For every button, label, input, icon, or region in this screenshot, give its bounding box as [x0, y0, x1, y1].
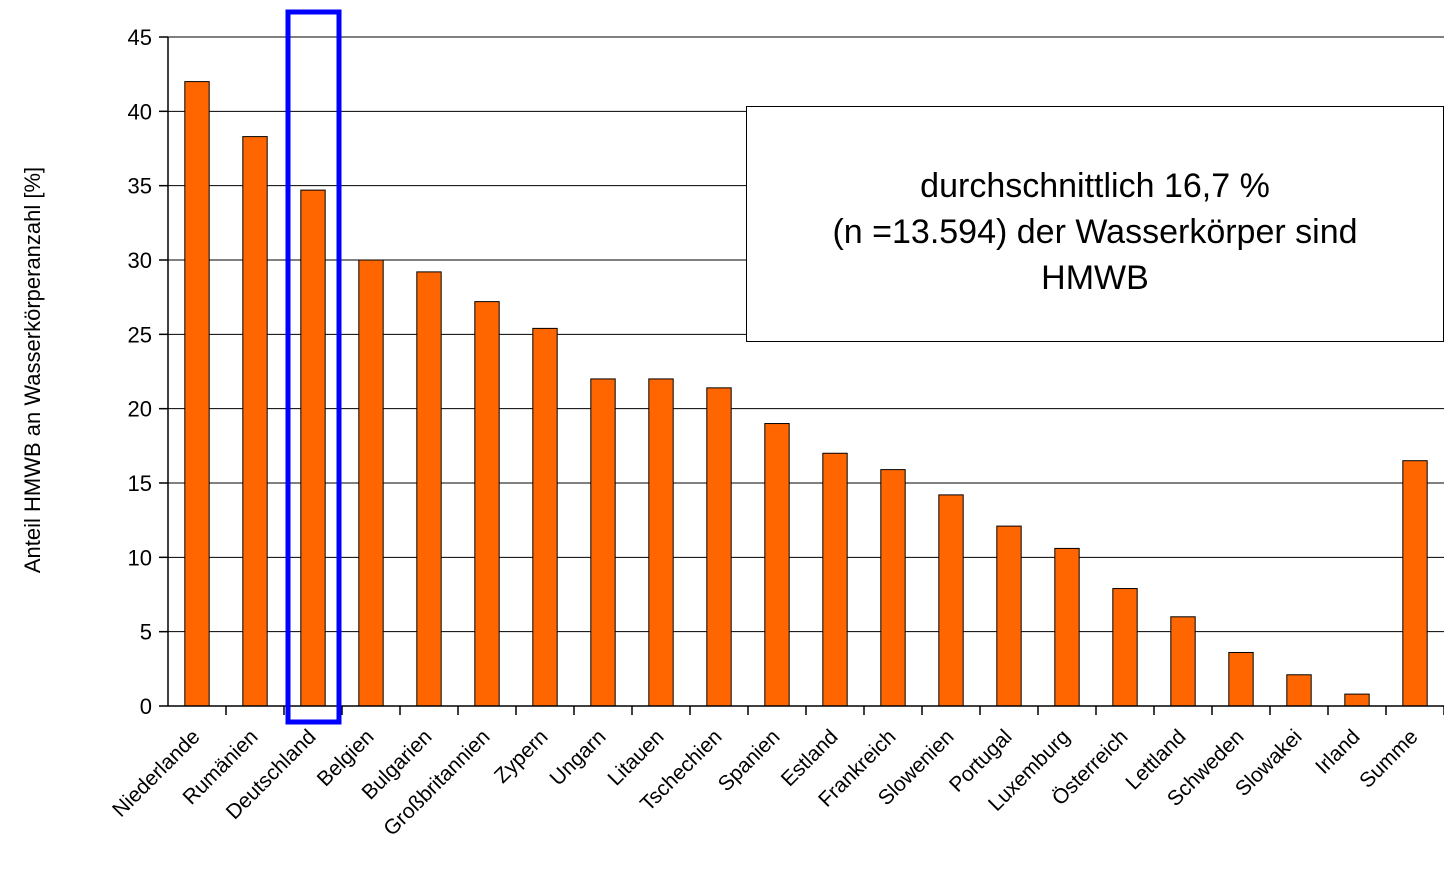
bar — [1286, 674, 1312, 707]
bar — [996, 525, 1022, 707]
x-tick-label: Spanien — [714, 725, 785, 796]
bars — [184, 81, 1428, 707]
bar — [648, 378, 674, 707]
bar — [1402, 460, 1428, 707]
annotation-line-2: (n =13.594) der Wasserkörper sind — [832, 213, 1358, 251]
y-tick-label: 0 — [140, 694, 152, 719]
highlight-group — [285, 9, 342, 725]
bar — [1344, 693, 1370, 707]
x-tick-label: Summe — [1355, 725, 1422, 792]
axes — [159, 36, 1444, 715]
bar — [300, 189, 326, 707]
x-tick-labels: NiederlandeRumänienDeutschlandBelgienBul… — [108, 725, 1422, 840]
bar — [590, 378, 616, 707]
bar — [474, 301, 500, 707]
bar — [358, 259, 384, 707]
y-tick-label: 45 — [128, 25, 152, 50]
y-tick-label: 25 — [128, 322, 152, 347]
annotation-line-3: HMWB — [1041, 259, 1149, 297]
y-axis-label: Anteil HMWB an Wasserkörperanzahl [%] — [20, 167, 45, 573]
highlight-box — [285, 9, 342, 725]
bar — [242, 136, 268, 707]
bar — [706, 387, 732, 707]
y-tick-labels: 0 5 10 15 20 25 30 35 40 45 — [128, 25, 152, 719]
bar — [416, 271, 442, 707]
bar — [1228, 651, 1254, 707]
y-tick-label: 15 — [128, 471, 152, 496]
bar — [1170, 616, 1196, 707]
y-tick-label: 10 — [128, 545, 152, 570]
x-tick-label: Niederlande — [108, 725, 204, 821]
bar — [1112, 588, 1138, 707]
bar — [822, 452, 848, 707]
y-tick-label: 5 — [140, 620, 152, 645]
y-tick-label: 40 — [128, 99, 152, 124]
bar — [764, 423, 790, 707]
y-tick-label: 35 — [128, 174, 152, 199]
annotation-box: durchschnittlich 16,7 % (n =13.594) der … — [746, 106, 1444, 342]
bar — [880, 469, 906, 707]
annotation-line-1: durchschnittlich 16,7 % — [920, 167, 1270, 205]
y-tick-label: 30 — [128, 248, 152, 273]
bar — [184, 81, 210, 707]
x-tick-label: Ungarn — [546, 725, 611, 790]
bar — [532, 327, 558, 707]
y-tick-label: 20 — [128, 397, 152, 422]
bar — [1054, 547, 1080, 707]
x-tick-label: Großbritannien — [379, 725, 494, 840]
bar — [938, 494, 964, 707]
x-tick-label: Zypern — [490, 725, 552, 787]
x-tick-label: Irland — [1311, 725, 1364, 778]
